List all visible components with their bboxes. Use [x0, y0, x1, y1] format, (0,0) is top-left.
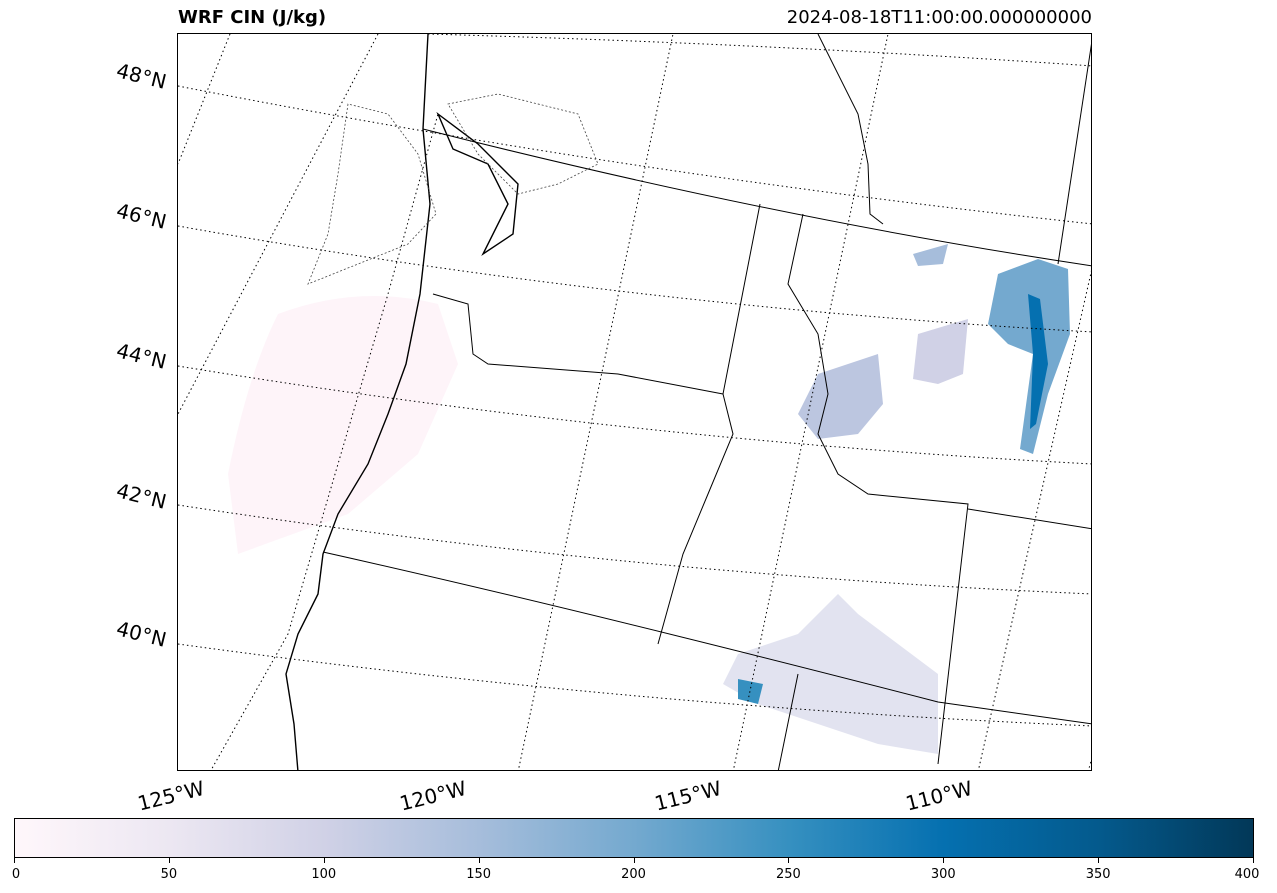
colorbar-tick-label: 50	[160, 867, 178, 882]
graticule	[178, 34, 1091, 770]
canada-provincial-outline	[307, 93, 599, 285]
cin-field-northeast-2	[988, 259, 1070, 454]
colorbar-tick-label: 300	[930, 867, 956, 882]
colorbar-tick-label: 0	[11, 867, 21, 882]
colorbar-tick-label: 400	[1234, 867, 1260, 882]
nv-ut-border	[777, 673, 799, 770]
lon-label-115w: 115°W	[652, 775, 724, 816]
meridian-125w	[178, 34, 439, 770]
cin-field-west-faint	[228, 296, 458, 554]
colorbar-tick-label: 150	[466, 867, 492, 882]
colorbar-tick-label: 350	[1085, 867, 1111, 882]
mt-canada-river	[817, 34, 884, 225]
colorbar-tick-label: 100	[311, 867, 337, 882]
colorbar-tick	[633, 858, 635, 863]
lon-label-110w: 110°W	[903, 775, 975, 816]
lat-label-44n: 44°N	[114, 338, 169, 374]
lat-label-40n: 40°N	[114, 616, 169, 652]
colorbar-tick-label: 250	[775, 867, 801, 882]
colorbar-tick	[168, 858, 170, 863]
lon-label-125w: 125°W	[135, 775, 207, 816]
colorbar-tick	[788, 858, 790, 863]
lat-label-42n: 42°N	[114, 478, 169, 514]
meridian-105w	[1088, 759, 1091, 770]
colorbar-tick	[943, 858, 945, 863]
id-west-border	[657, 203, 761, 645]
or-ca-border	[322, 551, 1091, 725]
pacific-coastline	[285, 34, 431, 770]
id-east-border	[787, 213, 969, 765]
colorbar-tick	[14, 858, 15, 863]
parallel-50n	[427, 34, 1091, 67]
colorbar-tick	[478, 858, 480, 863]
vancouver-island	[307, 103, 437, 285]
puget-sound	[436, 111, 519, 257]
meridian-110w	[977, 270, 1091, 770]
colorbar-tick	[323, 858, 325, 863]
canada-border	[422, 128, 1091, 267]
map-canvas	[178, 34, 1091, 770]
lat-label-48n: 48°N	[114, 58, 169, 94]
parallel-40n	[178, 643, 1091, 727]
bc-interior	[447, 93, 599, 195]
wa-or-border	[432, 293, 724, 395]
cin-field	[228, 244, 1070, 754]
mt-wy-border	[967, 508, 1091, 530]
map-timestamp: 2024-08-18T11:00:00.000000000	[786, 7, 1092, 28]
parallel-48n	[178, 85, 1091, 225]
cin-field-idaho	[798, 354, 883, 439]
cin-field-northeast-1	[913, 244, 948, 266]
lon-label-120w: 120°W	[397, 775, 469, 816]
state-borders	[322, 34, 1091, 770]
cin-field-central-east	[913, 319, 968, 384]
cin-field-utah-core	[738, 679, 763, 704]
colorbar	[14, 818, 1254, 858]
lat-label-46n: 46°N	[114, 198, 169, 234]
map-panel	[177, 33, 1092, 771]
colorbar-tick	[1253, 858, 1254, 863]
cin-field-northeast-core	[1028, 294, 1048, 429]
map-title: WRF CIN (J/kg)	[178, 7, 327, 28]
ut-internal-border	[1057, 43, 1091, 265]
colorbar-tick	[1098, 858, 1100, 863]
coastline	[285, 34, 519, 770]
colorbar-tick-label: 200	[621, 867, 646, 882]
